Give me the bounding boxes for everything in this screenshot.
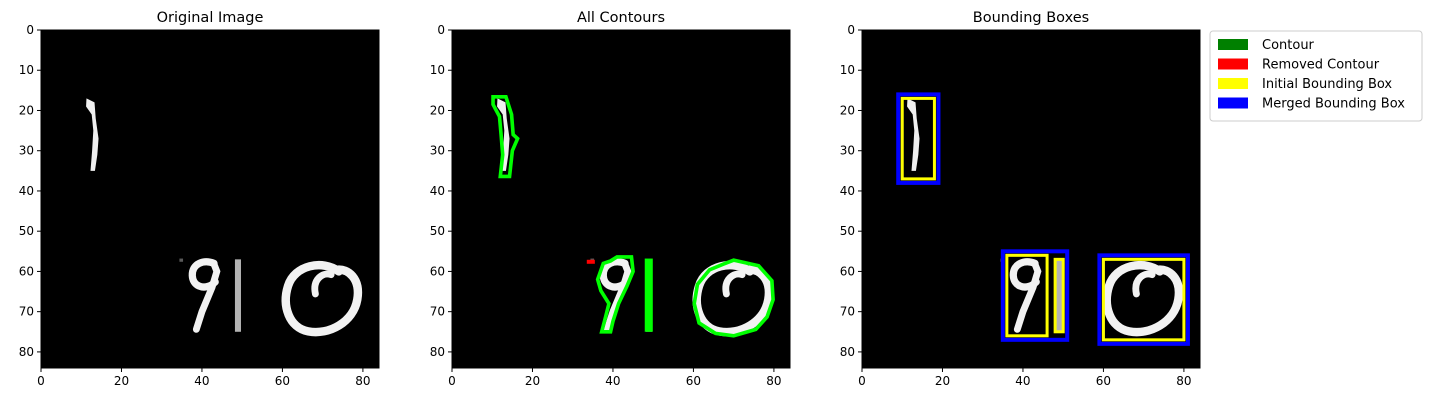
y-tick-label: 40	[840, 184, 855, 198]
x-tick-label: 60	[275, 374, 290, 388]
y-tick-label: 10	[840, 63, 855, 77]
x-tick-label: 20	[935, 374, 950, 388]
legend-swatch	[1218, 97, 1248, 109]
y-tick-label: 60	[840, 264, 855, 278]
legend-frame	[1209, 30, 1423, 122]
legend: Contour Removed Contour Initial Bounding B…	[1209, 30, 1423, 122]
image-area	[452, 30, 790, 368]
legend-swatch	[1218, 58, 1248, 70]
x-tick-label: 20	[114, 374, 129, 388]
x-tick-label: 40	[194, 374, 209, 388]
initial-bounding-box	[1053, 257, 1065, 334]
y-tick-label: 70	[430, 305, 445, 319]
x-tick-label: 0	[858, 374, 866, 388]
image-background	[862, 30, 1200, 368]
y-tick-label: 30	[430, 144, 445, 158]
x-tick-label: 40	[605, 374, 620, 388]
axes-all-contours: All Contours 0 20 40 60 80 0 10 20 30 40 50 60 70 80	[430, 10, 791, 388]
x-tick-label: 80	[355, 374, 370, 388]
x-tick-label: 80	[766, 374, 781, 388]
y-tick-label: 80	[840, 345, 855, 359]
y-tick-label: 20	[19, 103, 34, 117]
legend-swatch	[1218, 78, 1248, 89]
contour-digit-0	[692, 258, 775, 338]
y-tick-label: 0	[26, 23, 34, 37]
legend-label: Initial Bounding Box	[1262, 77, 1392, 92]
legend-label: Removed Contour	[1262, 58, 1380, 73]
axes-title: All Contours	[577, 10, 665, 26]
axes-frame	[861, 29, 1201, 369]
contour-digit-1	[491, 94, 520, 179]
y-tick-label: 20	[840, 103, 855, 117]
axes-original-image: Original Image 0 20 40 60 80 0 10 20 30 40 50 60 70 8…	[19, 10, 380, 388]
merged-bounding-box	[896, 92, 941, 185]
y-tick-label: 50	[430, 224, 445, 238]
y-tick-label: 60	[19, 264, 34, 278]
x-tick-label: 40	[1015, 374, 1030, 388]
y-tick-label: 50	[840, 224, 855, 238]
x-tick-label: 60	[1096, 374, 1111, 388]
x-tick-label: 20	[525, 374, 540, 388]
legend-label: Merged Bounding Box	[1262, 97, 1405, 112]
x-tick-label: 0	[448, 374, 456, 388]
y-tick-label: 40	[19, 184, 34, 198]
y-tick-label: 80	[430, 345, 445, 359]
contour-stroke	[644, 258, 653, 332]
axes-bounding-boxes: Bounding Boxes 0 20 40 60 80 0 10 20 30 40 50 60 70 8…	[840, 10, 1201, 388]
image-background	[452, 30, 790, 368]
image-area	[41, 30, 379, 368]
y-tick-label: 20	[430, 103, 445, 117]
initial-bounding-box	[900, 96, 936, 181]
y-tick-label: 70	[840, 305, 855, 319]
y-tick-label: 80	[19, 345, 34, 359]
y-tick-label: 30	[19, 144, 34, 158]
initial-bounding-box	[1005, 253, 1049, 338]
y-tick-label: 40	[430, 184, 445, 198]
x-tick-label: 80	[1176, 374, 1191, 388]
merged-bounding-box	[1000, 249, 1070, 342]
contour-digit-9	[595, 255, 635, 334]
axes-frame	[451, 29, 791, 369]
y-tick-label: 10	[19, 63, 34, 77]
legend-swatch	[1218, 39, 1248, 50]
axes-title: Bounding Boxes	[973, 10, 1089, 26]
y-tick-label: 0	[847, 23, 855, 37]
x-tick-label: 60	[686, 374, 701, 388]
axes-title: Original Image	[157, 10, 264, 26]
y-tick-label: 0	[437, 23, 445, 37]
legend-label: Contour	[1262, 38, 1315, 53]
axes-frame	[40, 29, 380, 369]
y-tick-label: 50	[19, 224, 34, 238]
y-tick-label: 10	[430, 63, 445, 77]
initial-bounding-box	[1101, 257, 1186, 342]
y-tick-label: 60	[430, 264, 445, 278]
x-tick-label: 0	[37, 374, 45, 388]
y-tick-label: 30	[840, 144, 855, 158]
y-tick-label: 70	[19, 305, 34, 319]
image-area	[862, 30, 1200, 368]
image-background	[41, 30, 379, 368]
merged-bounding-box	[1097, 253, 1190, 346]
